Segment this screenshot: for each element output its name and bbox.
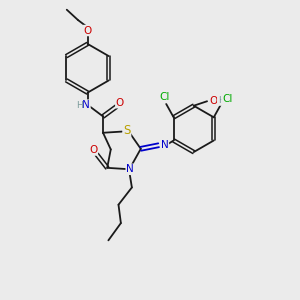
Text: H: H — [218, 96, 224, 105]
Text: N: N — [161, 140, 168, 150]
Text: O: O — [209, 96, 217, 106]
Text: O: O — [83, 26, 92, 35]
Text: O: O — [89, 145, 98, 155]
Text: N: N — [126, 164, 134, 174]
Text: O: O — [116, 98, 124, 108]
Text: Cl: Cl — [222, 94, 232, 103]
Text: H: H — [76, 100, 83, 109]
Text: N: N — [82, 100, 90, 110]
Text: S: S — [123, 124, 130, 137]
Text: Cl: Cl — [160, 92, 170, 102]
